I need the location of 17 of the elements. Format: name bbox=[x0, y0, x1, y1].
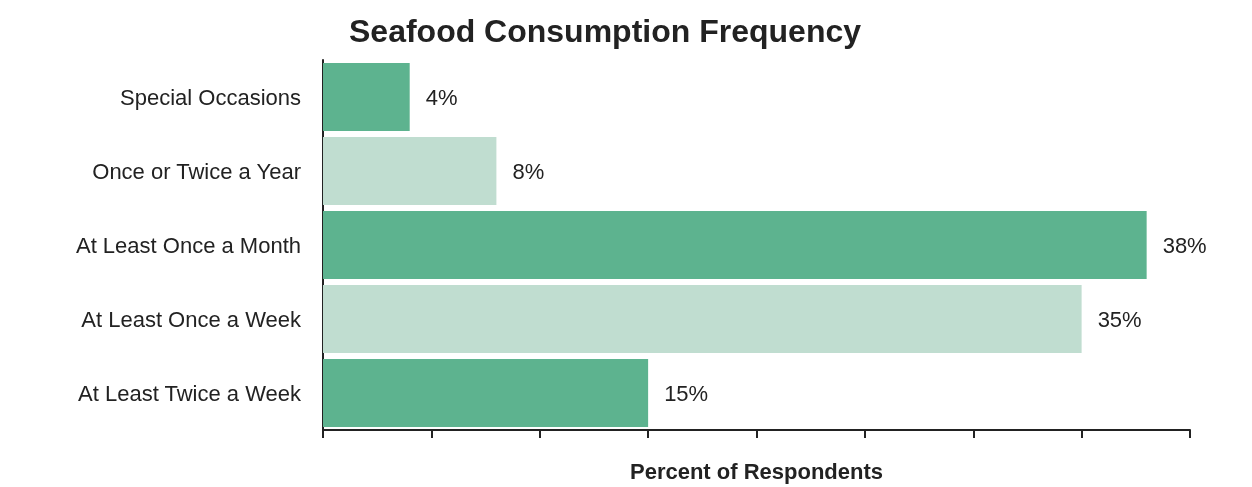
data-label: 35% bbox=[1097, 306, 1142, 332]
x-axis-title: Percent of Respondents bbox=[629, 458, 884, 484]
y-tick-label: At Least Twice a Week bbox=[78, 380, 302, 406]
bar bbox=[323, 136, 497, 206]
data-label: 38% bbox=[1162, 232, 1207, 258]
chart-title: Seafood Consumption Frequency bbox=[348, 13, 862, 49]
bar bbox=[323, 210, 1147, 280]
y-tick-label: At Least Once a Week bbox=[81, 306, 302, 332]
bar bbox=[323, 284, 1082, 354]
y-tick-label: Special Occasions bbox=[120, 84, 301, 110]
data-label: 4% bbox=[425, 84, 458, 110]
bar bbox=[323, 358, 649, 428]
data-label: 15% bbox=[664, 380, 709, 406]
y-tick-label: At Least Once a Month bbox=[75, 232, 301, 258]
bar bbox=[323, 62, 410, 132]
data-label: 8% bbox=[512, 158, 545, 184]
y-tick-label: Once or Twice a Year bbox=[92, 158, 301, 184]
